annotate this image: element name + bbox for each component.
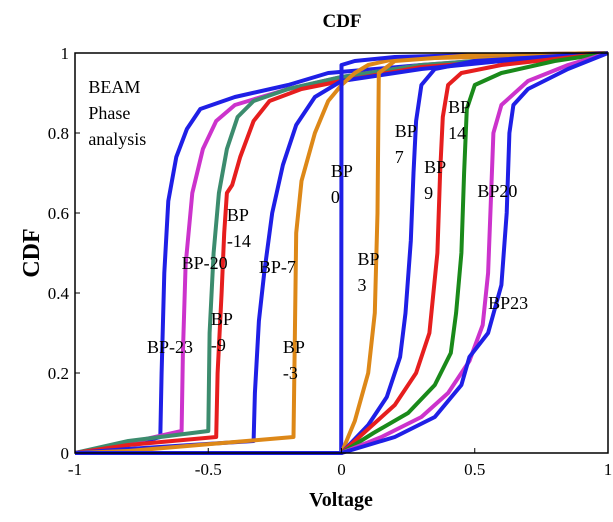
annotation-bpm23: BP-23 xyxy=(147,337,193,357)
annotation-bp14: BP 14 xyxy=(448,97,470,143)
annotation-line: 7 xyxy=(395,147,404,167)
annotation-line: BP xyxy=(357,249,379,269)
annotation-line: BP-7 xyxy=(259,257,296,277)
y-tick-label: 0.8 xyxy=(48,124,69,143)
annotation-line: BP-23 xyxy=(147,337,193,357)
annotation-line: 9 xyxy=(424,183,433,203)
y-tick-label: 0.2 xyxy=(48,364,69,383)
annotation-line: -14 xyxy=(227,231,251,251)
annotation-line: -9 xyxy=(211,335,226,355)
annotation-line: analysis xyxy=(88,129,146,149)
x-tick-label: -1 xyxy=(68,460,82,479)
annotation-line: -3 xyxy=(283,363,298,383)
annotation-line: BP xyxy=(211,309,233,329)
cdf-series-line-8 xyxy=(75,51,609,455)
annotation-line: BP xyxy=(331,161,353,181)
annotation-bp3: BP 3 xyxy=(357,249,379,295)
annotation-line: BEAM xyxy=(88,77,140,97)
x-tick-label: 0 xyxy=(337,460,346,479)
annotation-bp0: BP 0 xyxy=(331,161,353,207)
annotation-bpm3: BP -3 xyxy=(283,337,305,383)
y-axis-label: CDF xyxy=(19,228,45,277)
y-tick-label: 0.6 xyxy=(48,204,69,223)
cdf-series-line-3 xyxy=(74,51,609,455)
annotation-line: 14 xyxy=(448,123,466,143)
cdf-series-line-5 xyxy=(74,51,609,455)
annotation-bpm14: BP -14 xyxy=(227,205,251,251)
annotation-bpm20: BP-20 xyxy=(182,253,228,273)
cdf-series-line-6 xyxy=(74,51,609,455)
cdf-series-line-12 xyxy=(75,51,609,455)
annotation-line: BP xyxy=(395,121,417,141)
annotation-bpm9: BP -9 xyxy=(211,309,233,355)
annotation-line: BP xyxy=(424,157,446,177)
y-axis: 0 0.2 0.4 0.6 0.8 1 xyxy=(48,44,80,463)
cdf-series-line-13 xyxy=(75,51,609,455)
annotation-bp20: BP20 xyxy=(477,181,517,201)
annotation-bpm7: BP-7 xyxy=(259,257,296,277)
plot-area xyxy=(74,51,609,455)
annotation-line: BP xyxy=(227,205,249,225)
annotation-line: 3 xyxy=(357,275,366,295)
chart-title: CDF xyxy=(322,11,361,32)
cdf-series-line-7 xyxy=(75,51,609,455)
x-tick-label: -0.5 xyxy=(195,460,222,479)
cdf-series-line-9 xyxy=(75,51,609,455)
annotation-line: BP20 xyxy=(477,181,517,201)
annotation-bp9: BP 9 xyxy=(424,157,446,203)
annotation-line: BP xyxy=(283,337,305,357)
x-tick-label: 1 xyxy=(604,460,613,479)
x-axis: -1 -0.5 0 0.5 1 xyxy=(68,448,612,479)
annotation-line: BP-20 xyxy=(182,253,228,273)
y-tick-label: 0.4 xyxy=(48,284,70,303)
x-axis-label: Voltage xyxy=(309,489,373,511)
x-tick-label: 0.5 xyxy=(464,460,485,479)
cdf-series-line-10 xyxy=(75,51,609,455)
annotation-line: Phase xyxy=(88,103,130,123)
cdf-series-line-11 xyxy=(75,51,609,455)
y-tick-label: 0 xyxy=(61,444,70,463)
annotation-line: 0 xyxy=(331,187,340,207)
y-tick-label: 1 xyxy=(61,44,70,63)
annotation-bp7: BP 7 xyxy=(395,121,417,167)
annotation-beam: BEAM Phase analysis xyxy=(88,77,146,149)
annotation-line: BP23 xyxy=(488,293,528,313)
annotation-line: BP xyxy=(448,97,470,117)
annotation-bp23: BP23 xyxy=(488,293,528,313)
